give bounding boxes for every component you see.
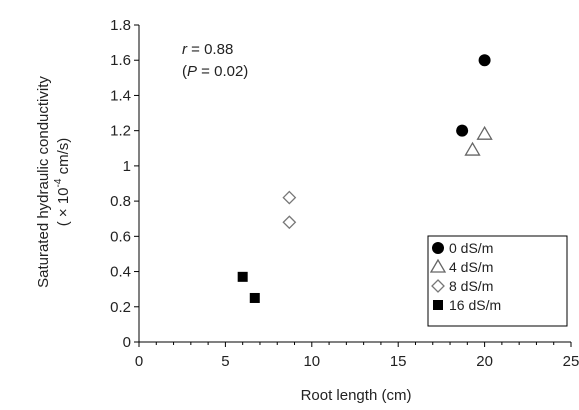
y-tick-label: 1.2 [110,123,131,140]
data-point-16-dSm [237,271,248,282]
y-tick-label: 1.4 [110,87,131,104]
legend-label-4-dSm: 4 dS/m [449,259,493,275]
y-axis-title-line2: ( × 10-4 cm/s) [53,138,72,227]
legend-label-16-dSm: 16 dS/m [449,297,501,313]
y-tick-label: 0 [123,334,131,351]
data-point-4-dSm [464,141,481,156]
data-point-8-dSm [282,215,297,230]
legend: 0 dS/m 4 dS/m 8 dS/m 16 dS/m [427,235,568,327]
y-axis-unit-prefix: ( × 10 [55,187,72,226]
legend-marker-8-dSm [431,279,445,293]
r-value: = 0.88 [187,41,233,58]
y-tick-label: 0.8 [110,193,131,210]
correlation-annotation: r = 0.88 (P = 0.02) [182,41,248,80]
legend-label-0-dSm: 0 dS/m [449,240,493,256]
data-point-8-dSm [282,190,297,205]
legend-box [427,235,568,327]
y-axis-title-line1: Saturated hydraulic conductivity [35,76,52,288]
y-tick-label: 1.8 [110,17,131,34]
p-symbol: P [187,63,197,80]
legend-items: 0 dS/m 4 dS/m 8 dS/m 16 dS/m [429,240,501,313]
legend-marker-4-dSm [429,258,447,273]
x-tick-label: 10 [303,353,320,370]
legend-marker-16-dSm [433,300,443,310]
y-tick-label: 0.2 [110,299,131,316]
p-value: = 0.02) [197,63,248,80]
data-point-0-dSm [456,124,469,137]
ticks: 0 5 10 15 20 25 0 0.2 0.4 0.6 0.8 1 1.2 1.4 1.6 1.8 [110,17,579,370]
y-axis-unit-suffix: cm/s) [55,138,72,179]
r-symbol: r [182,41,188,58]
y-tick-label: 0.4 [110,264,131,281]
legend-marker-0-dSm [432,242,444,254]
y-axis-unit-exponent: -4 [53,178,64,187]
x-tick-label: 25 [563,353,579,370]
y-tick-label: 1.6 [110,52,131,69]
y-tick-label: 1 [123,158,131,175]
y-tick-label: 0.6 [110,228,131,245]
y-axis-title: Saturated hydraulic conductivity ( × 10-… [35,76,72,288]
p-open: ( [182,63,187,80]
x-tick-label: 15 [390,353,407,370]
data-point-4-dSm [476,125,493,140]
data-points [237,54,493,303]
r-annotation: r = 0.88 [182,41,233,58]
p-annotation: (P = 0.02) [182,63,248,80]
data-point-0-dSm [478,54,491,67]
x-tick-label: 5 [221,353,229,370]
x-axis-title: Root length (cm) [301,387,412,404]
legend-label-8-dSm: 8 dS/m [449,278,493,294]
data-point-16-dSm [249,292,260,303]
axes [138,25,571,343]
x-tick-label: 0 [135,353,143,370]
x-tick-label: 20 [476,353,493,370]
